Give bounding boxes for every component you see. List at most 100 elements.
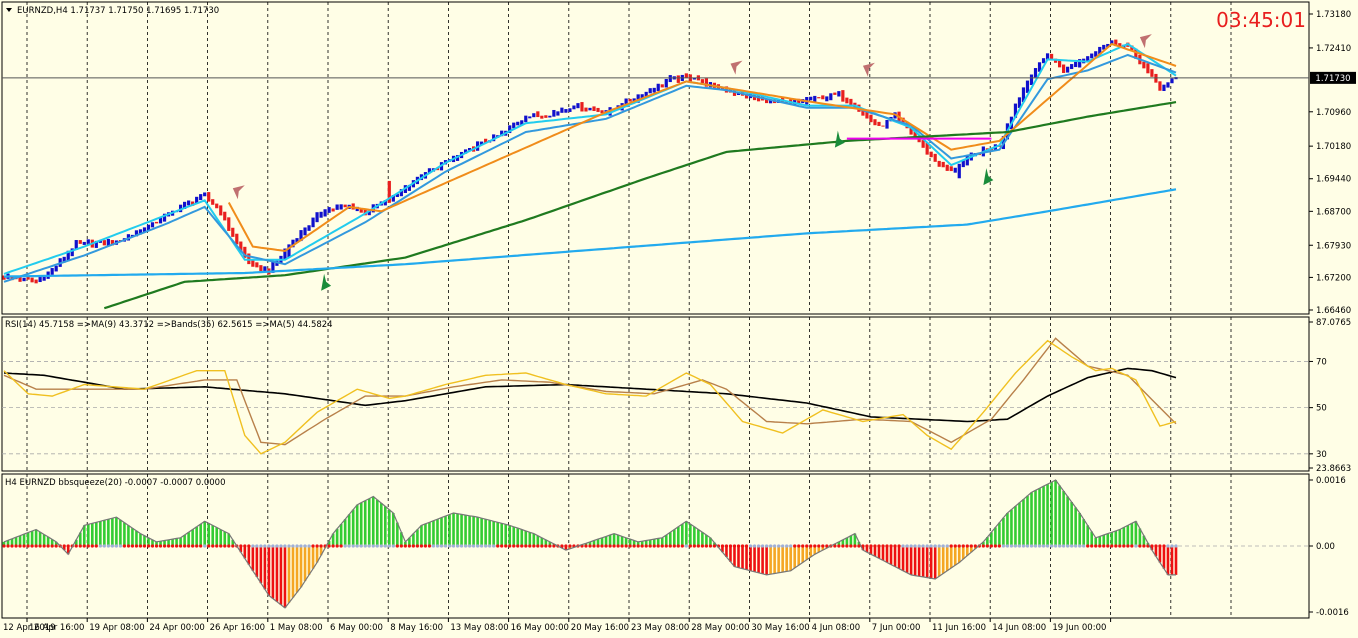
bull-bar — [179, 204, 183, 213]
sell-arrow-icon — [862, 62, 875, 77]
squeeze-dot — [1150, 544, 1154, 548]
bull-bar — [66, 250, 70, 262]
squeeze-dot — [472, 544, 476, 548]
squeeze-dot — [387, 544, 391, 548]
squeeze-dot — [1094, 544, 1098, 548]
ma-line-mid — [3, 53, 1177, 283]
bear-bar — [34, 279, 38, 284]
squeeze-dot — [608, 544, 612, 548]
squeeze-dot — [1082, 544, 1086, 548]
squeeze-dot — [865, 544, 869, 548]
bull-bar — [548, 115, 552, 118]
squeeze-dot — [191, 544, 195, 548]
bear-bar — [544, 115, 548, 118]
bear-bar — [873, 119, 877, 126]
bull-bar — [54, 265, 58, 272]
bull-bar — [130, 234, 135, 237]
squeeze-dot — [259, 544, 263, 548]
squeeze-dot — [488, 544, 492, 548]
squeeze-dot — [463, 544, 468, 548]
squeeze-dot — [78, 544, 82, 548]
bear-bar — [540, 115, 544, 119]
squeeze-dot — [1037, 544, 1042, 548]
squeeze-dot — [391, 544, 395, 548]
bull-bar — [287, 244, 291, 258]
squeeze-dot — [1098, 544, 1102, 548]
squeeze-dot — [917, 544, 921, 548]
squeeze-dot — [291, 544, 295, 548]
squeeze-dot — [965, 544, 969, 548]
squeeze-dot — [407, 544, 411, 548]
squeeze-dot — [1017, 544, 1022, 548]
squeeze-dot — [817, 544, 821, 548]
bear-bar — [849, 98, 853, 105]
squeeze-dot — [379, 544, 383, 548]
squeeze-dot — [207, 544, 211, 548]
bear-bar — [154, 221, 159, 224]
squeeze-dot — [1013, 544, 1018, 548]
squeeze-dot — [624, 544, 628, 548]
squeeze-dot — [122, 544, 127, 548]
squeeze-dot — [672, 544, 676, 548]
squeeze-dot — [279, 544, 283, 548]
rsi-axis: 87.0765 70 50 30 23.8663 — [1309, 318, 1351, 474]
squeeze-dot — [343, 544, 347, 548]
bbsqueeze-tick-label: 0.0016 — [1316, 476, 1346, 486]
bull-bar — [656, 83, 660, 92]
bull-bar — [829, 93, 833, 101]
squeeze-dot — [989, 544, 993, 548]
price-pane-frame — [1, 1, 1310, 315]
squeeze-dot — [283, 544, 287, 548]
chart-menu-triangle-icon[interactable] — [6, 8, 12, 12]
bull-bar — [1033, 68, 1038, 78]
squeeze-dot — [736, 544, 741, 548]
bull-bar — [825, 96, 829, 102]
bear-bar — [592, 106, 596, 112]
bull-bar — [1074, 61, 1078, 68]
bear-bar — [933, 153, 937, 162]
bear-bar — [26, 276, 30, 280]
squeeze-dot — [239, 544, 243, 548]
bull-bar — [1098, 46, 1102, 55]
squeeze-dot — [351, 544, 355, 548]
bull-bar — [407, 184, 411, 191]
squeeze-dot — [712, 544, 717, 548]
bear-bar — [929, 151, 933, 158]
squeeze-dot — [1114, 544, 1118, 548]
bear-bar — [1118, 43, 1122, 48]
squeeze-dot — [1106, 544, 1110, 548]
bull-bar — [1029, 74, 1034, 86]
squeeze-dot — [841, 544, 845, 548]
time-tick-label: 19 Jun 00:00 — [1052, 623, 1106, 633]
squeeze-dot — [704, 544, 708, 548]
bear-bar — [909, 127, 913, 135]
squeeze-dot — [596, 544, 600, 548]
bull-bar — [94, 240, 98, 248]
bull-bar — [391, 195, 395, 202]
bear-bar — [1114, 39, 1118, 47]
bear-bar — [732, 90, 737, 96]
bear-bar — [1142, 61, 1146, 69]
rsi-tick-label: 30 — [1316, 450, 1327, 460]
squeeze-dot — [492, 544, 496, 548]
squeeze-dot — [415, 544, 420, 548]
bear-bar — [211, 199, 215, 205]
bear-bar — [817, 97, 821, 99]
squeeze-dot — [219, 544, 223, 548]
squeeze-dot — [981, 544, 985, 548]
bull-bar — [106, 238, 110, 247]
bull-bar — [1110, 40, 1114, 45]
rsi-series-line — [3, 337, 1177, 446]
bull-bar — [1066, 66, 1070, 73]
squeeze-dot — [247, 544, 251, 548]
squeeze-dot — [700, 544, 704, 548]
bear-bar — [235, 233, 239, 245]
bear-bar — [1058, 59, 1062, 68]
squeeze-dot — [544, 544, 548, 548]
bear-bar — [949, 166, 953, 172]
squeeze-dot — [1062, 544, 1066, 548]
rsi-tick-label: 87.0765 — [1316, 318, 1351, 328]
rsi-tick-label: 70 — [1316, 357, 1327, 367]
bull-bar — [524, 115, 528, 123]
squeeze-dot — [315, 544, 319, 548]
